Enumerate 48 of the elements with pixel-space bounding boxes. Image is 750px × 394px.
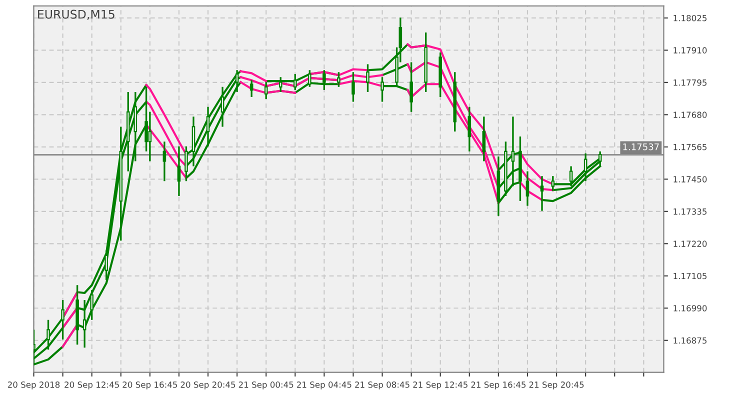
x-tick-label: 20 Sep 16:45 <box>122 382 178 390</box>
x-tick-label: 20 Sep 20:45 <box>180 382 236 390</box>
candlestick <box>551 175 555 192</box>
y-tick-label: 1.17105 <box>674 272 707 280</box>
candlestick <box>61 299 64 340</box>
candlestick <box>511 116 515 188</box>
candlestick <box>250 79 254 98</box>
ref-line-label: 1.17537 <box>623 143 659 150</box>
y-tick-label: 1.16875 <box>674 337 707 344</box>
candlestick <box>526 170 530 207</box>
x-tick-label: 20 Sep 12:45 <box>64 382 119 390</box>
candlestick <box>206 106 210 148</box>
candlestick <box>278 76 282 93</box>
y-tick-label: 1.17565 <box>674 144 707 150</box>
y-tick-label: 1.17910 <box>674 47 707 54</box>
candlestick <box>264 81 268 100</box>
y-tick-label: 1.17795 <box>674 79 707 86</box>
x-tick-label: 21 Sep 12:45 <box>413 382 468 390</box>
candlestick <box>410 61 413 113</box>
candlestick <box>220 86 224 128</box>
candlestick <box>162 140 166 182</box>
candlestick <box>468 106 472 152</box>
y-tick-label: 1.17220 <box>674 240 707 247</box>
candlestick <box>148 111 152 162</box>
candlestick <box>82 299 86 348</box>
candlestick <box>90 289 94 321</box>
candlestick <box>482 116 486 162</box>
candlestick <box>104 250 108 281</box>
chart-title: EURUSD,M15 <box>38 10 114 20</box>
y-tick-label: 1.17335 <box>674 208 707 215</box>
candlestick <box>177 146 181 197</box>
candlestick <box>184 146 188 182</box>
x-tick-label: 21 Sep 16:45 <box>471 382 526 390</box>
candlestick <box>540 175 544 212</box>
y-tick-label: 1.17450 <box>674 176 707 182</box>
candlestick <box>569 165 573 188</box>
x-tick-label: 20 Sep 2018 <box>8 382 60 390</box>
candlestick <box>46 319 50 350</box>
y-tick-label: 1.16990 <box>674 305 707 312</box>
x-tick-label: 21 Sep 20:45 <box>529 382 584 390</box>
candlestick <box>366 63 370 93</box>
x-tick-label: 21 Sep 00:45 <box>238 382 294 390</box>
x-tick-label: 21 Sep 04:45 <box>296 382 352 390</box>
y-tick-label: 1.17680 <box>674 112 707 118</box>
y-tick-label: 1.18025 <box>674 14 707 22</box>
candlestick <box>584 152 588 182</box>
x-tick-label: 21 Sep 08:45 <box>355 382 410 390</box>
candlestick <box>352 71 355 103</box>
